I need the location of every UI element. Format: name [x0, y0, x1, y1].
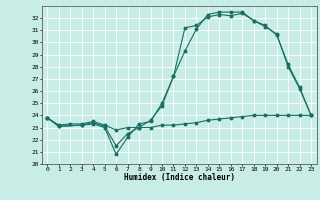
X-axis label: Humidex (Indice chaleur): Humidex (Indice chaleur) — [124, 173, 235, 182]
